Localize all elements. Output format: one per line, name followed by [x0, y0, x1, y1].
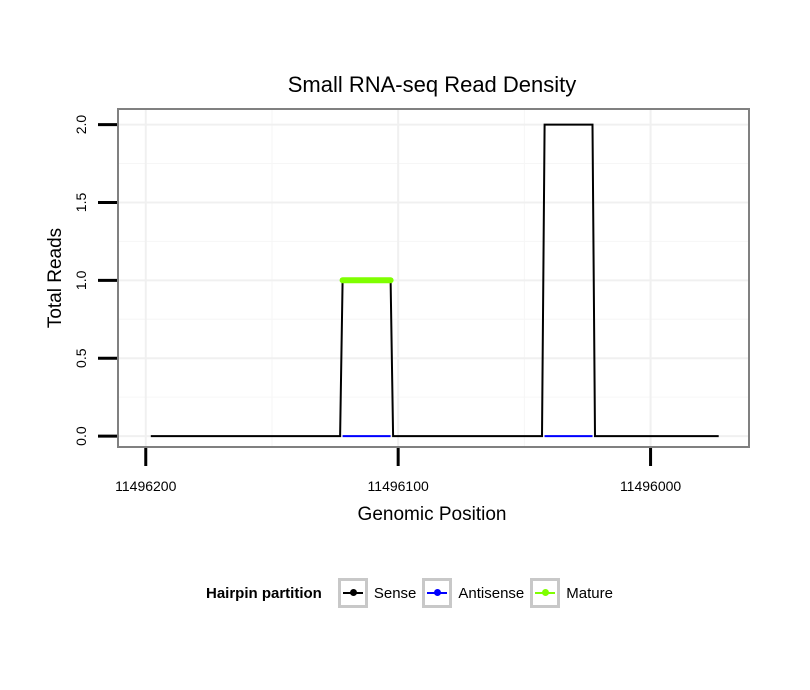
legend-label-mature: Mature: [566, 584, 613, 602]
x-tick-label: 11496000: [620, 478, 681, 494]
series-layer: [150, 123, 719, 438]
plot-background: [118, 109, 749, 447]
legend-key-antisense: [422, 578, 453, 608]
y-axis: 0.0 0.5 1.0 1.5 2.0: [73, 115, 117, 446]
x-tick-label: 11496100: [368, 478, 429, 494]
y-tick-label: 0.0: [73, 426, 89, 446]
legend-key-sense: [337, 578, 368, 608]
chart: Small RNA-seq Read Density 0.0 0.5 1.0 1.5 2…: [45, 72, 750, 525]
y-axis-title: Total Reads: [45, 228, 66, 328]
y-tick-label: 0.5: [73, 348, 89, 368]
legend-label-sense: Sense: [373, 584, 417, 602]
minor-gridlines: [118, 109, 749, 447]
legend-key-mature: [530, 578, 561, 608]
y-tick-label: 1.0: [73, 270, 89, 290]
x-tick-label: 11496200: [115, 478, 176, 494]
legend: Hairpin partition Sense Antisense Mature: [0, 578, 810, 618]
x-axis: 11496200 11496100 11496000: [115, 448, 681, 494]
y-tick-label: 2.0: [73, 115, 89, 135]
legend-label-antisense: Antisense: [458, 584, 525, 602]
legend-item-sense: Sense: [337, 578, 417, 608]
x-axis-title: Genomic Position: [358, 504, 507, 525]
y-tick-label: 1.5: [73, 193, 89, 213]
plot-border: [117, 108, 750, 448]
legend-item-mature: Mature: [530, 578, 613, 608]
chart-title: Small RNA-seq Read Density: [288, 72, 577, 97]
series-sense-line: [150, 123, 719, 438]
legend-title: Hairpin partition: [206, 584, 322, 602]
legend-item-antisense: Antisense: [422, 578, 524, 608]
